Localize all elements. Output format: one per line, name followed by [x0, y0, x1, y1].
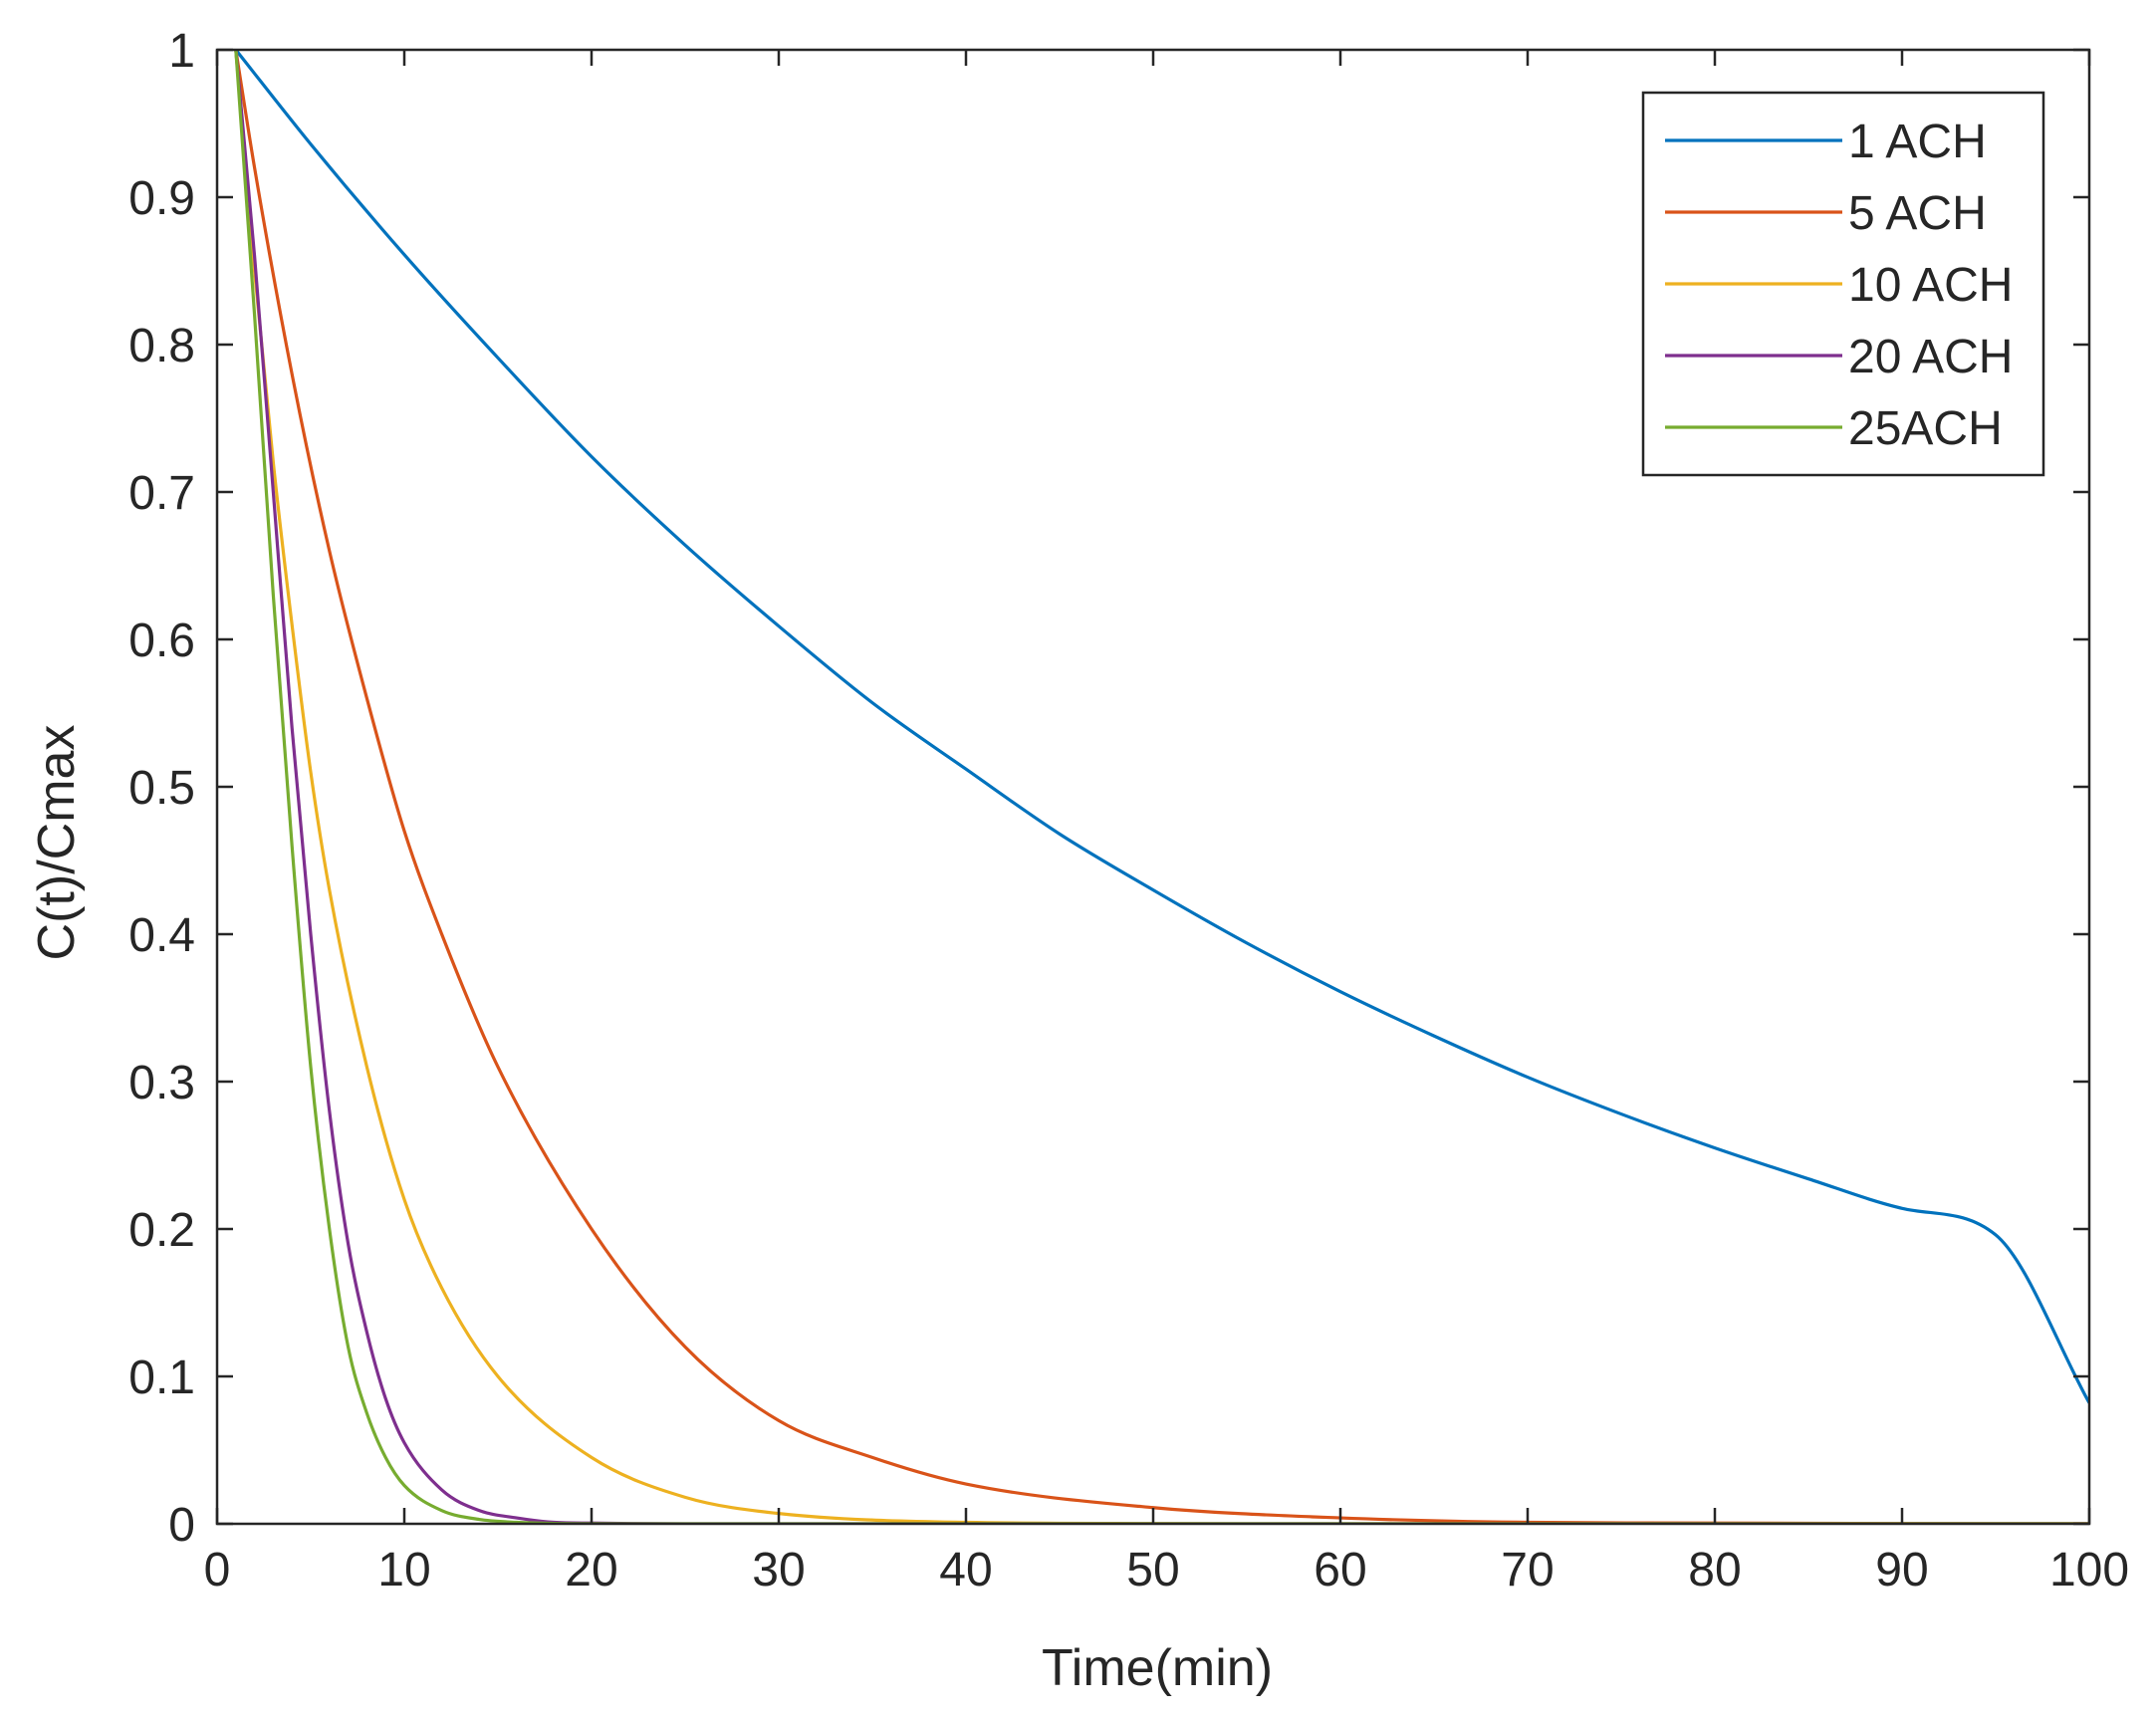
- y-tick-label: 0.5: [128, 762, 195, 815]
- x-tick-label: 80: [1688, 1544, 1741, 1597]
- legend: 1 ACH 5 ACH 10 ACH 20 ACH 25ACH: [1641, 91, 2045, 477]
- series-line-20-ach: [234, 50, 2089, 1524]
- y-tick-label: 0.9: [128, 172, 195, 225]
- x-tick-label: 20: [565, 1544, 617, 1597]
- y-tick-label: 0.7: [128, 467, 195, 520]
- x-tick-label: 0: [204, 1544, 231, 1597]
- y-tick-label: 0.6: [128, 615, 195, 667]
- x-tick-label: 100: [2049, 1544, 2129, 1597]
- y-tick-label: 0: [168, 1499, 195, 1552]
- y-axis-label: C(t)/Cmax: [28, 725, 86, 961]
- axes-layer: 0 10 20 30 40 50 60 70 80 90 100 0 0.1 0.2 0.3 0.4 0.5 0.…: [128, 25, 2129, 1597]
- y-tick-label: 0.3: [128, 1057, 195, 1109]
- x-tick-label: 30: [752, 1544, 805, 1597]
- x-tick-label: 90: [1875, 1544, 1928, 1597]
- series-line-1-ach: [234, 50, 2089, 1404]
- series-line-10-ach: [234, 50, 2089, 1524]
- x-tick-label: 70: [1501, 1544, 1554, 1597]
- y-tick-label: 0.4: [128, 909, 195, 962]
- x-tick-label: 50: [1126, 1544, 1179, 1597]
- y-tick-label: 0.1: [128, 1352, 195, 1404]
- y-tick-label: 0.8: [128, 320, 195, 372]
- y-tick-label: 0.2: [128, 1204, 195, 1257]
- legend-label-25ach: 25ACH: [1848, 402, 2003, 455]
- legend-label-10-ach: 10 ACH: [1848, 259, 2013, 312]
- x-axis-label: Time(min): [1042, 1639, 1273, 1697]
- legend-label-20-ach: 20 ACH: [1848, 331, 2013, 383]
- legend-label-5-ach: 5 ACH: [1848, 187, 1987, 240]
- x-tick-label: 60: [1314, 1544, 1366, 1597]
- legend-label-1-ach: 1 ACH: [1848, 116, 1987, 168]
- x-tick-label: 40: [939, 1544, 992, 1597]
- y-tick-label: 1: [168, 25, 195, 78]
- x-tick-label: 10: [377, 1544, 430, 1597]
